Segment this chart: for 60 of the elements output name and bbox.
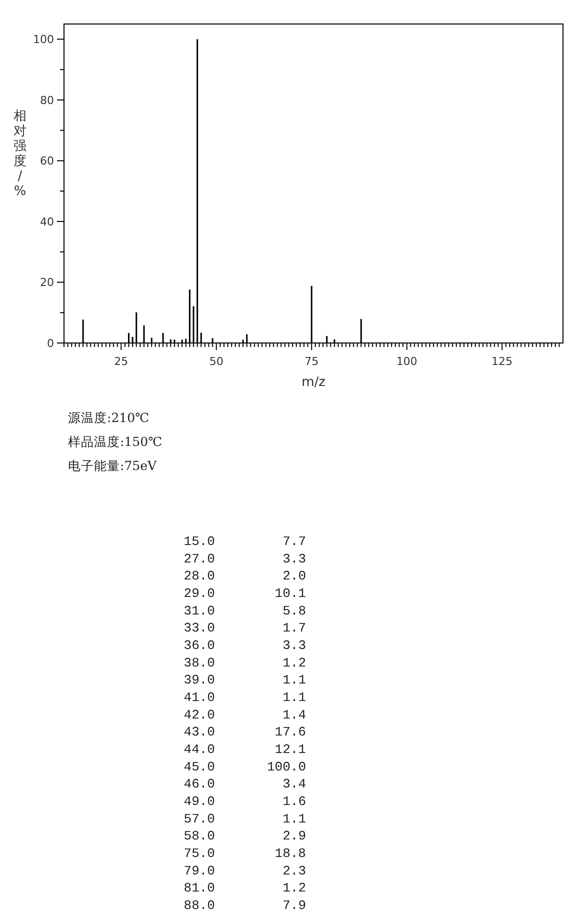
text: 46.0 [184,776,215,792]
text: 样品温度:150℃ [68,434,162,449]
text: 58.0 [184,828,215,844]
text: 79.0 [184,863,215,878]
text: 31.0 [184,603,215,618]
x-tick-label: 125 [492,355,513,368]
text: 5.8 [282,603,306,618]
y-tick-label: 80 [40,94,54,107]
text: 源温度:210℃ [68,410,150,425]
text: 49.0 [184,794,215,809]
text: 27.0 [184,551,215,566]
text: 57.0 [184,811,215,826]
y-tick-label: 0 [47,337,54,350]
x-tick-label: 50 [209,355,224,368]
text: 75.0 [184,846,215,861]
text: 29.0 [184,586,215,601]
text: 2.3 [282,863,306,878]
text: 3.3 [282,638,306,653]
text: 7.7 [282,534,306,549]
text: 42.0 [184,707,215,722]
x-tick-label: 25 [114,355,128,368]
text: 3.3 [282,551,306,566]
text: 43.0 [184,724,215,740]
text: 1.2 [282,880,306,896]
text: 36.0 [184,638,215,653]
text: 1.4 [282,707,306,722]
text: 1.7 [282,620,306,636]
text: 1.1 [282,672,306,688]
text: 1.1 [282,811,306,826]
text: 38.0 [184,655,215,670]
y-tick-label: 40 [40,215,54,228]
text: 88.0 [184,898,215,913]
text: 44.0 [184,742,215,757]
text: 1.6 [282,794,306,809]
y-axis-title: 相对强度/% [14,109,26,199]
text: 3.4 [282,776,306,792]
text: 33.0 [184,620,215,636]
text: 28.0 [184,568,215,584]
text: 17.6 [274,724,306,740]
text: 18.8 [274,846,306,861]
text: 10.1 [274,586,306,601]
x-axis-title: m/z [302,375,326,390]
text: 2.0 [282,568,306,584]
text: 12.1 [274,742,306,757]
text: 1.2 [282,655,306,670]
text: 7.9 [282,898,306,913]
text: 100.0 [266,759,306,774]
text: 1.1 [282,690,306,705]
y-tick-label: 100 [33,33,54,46]
x-tick-label: 75 [304,355,319,368]
text: 81.0 [184,880,215,896]
text: 41.0 [184,690,215,705]
text: 39.0 [184,672,215,688]
x-tick-label: 100 [396,355,418,368]
text: 45.0 [184,759,215,774]
text: 电子能量:75eV [68,458,158,473]
y-tick-label: 20 [40,276,54,290]
text: 2.9 [282,828,306,844]
text: 15.0 [184,534,215,549]
y-tick-label: 60 [40,154,54,168]
